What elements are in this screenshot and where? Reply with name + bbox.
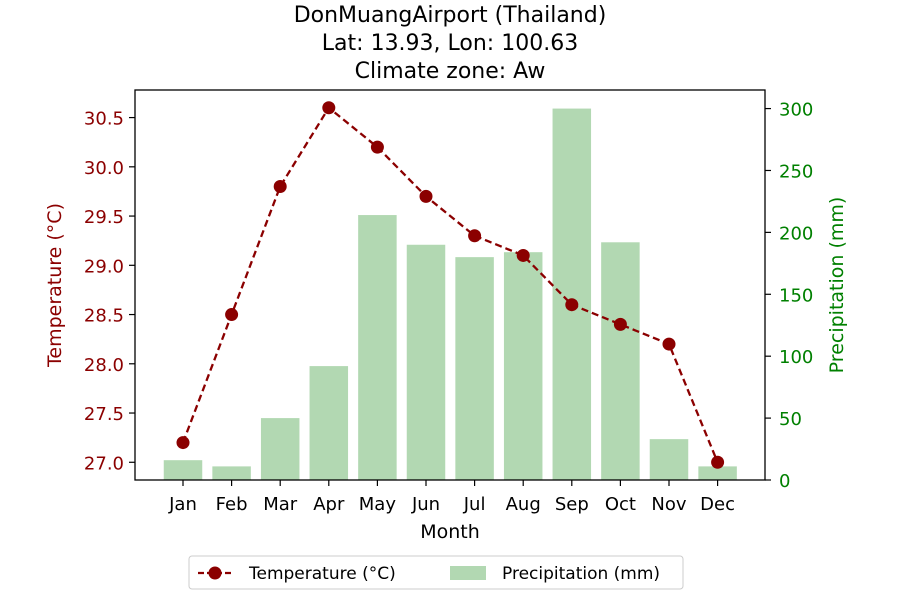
temperature-tick-label: 28.5 bbox=[84, 306, 124, 327]
legend-precipitation-swatch bbox=[450, 566, 486, 580]
temperature-point-oct bbox=[613, 317, 627, 331]
title-line-station: DonMuangAirport (Thailand) bbox=[294, 3, 607, 28]
temperature-tick-label: 27.5 bbox=[84, 404, 124, 425]
legend-temperature-marker bbox=[208, 566, 222, 580]
temperature-point-dec bbox=[711, 455, 725, 469]
month-tick-label: Apr bbox=[313, 494, 345, 515]
month-tick-label: Feb bbox=[216, 494, 248, 515]
temperature-tick-label: 30.0 bbox=[84, 158, 124, 179]
month-tick-label: May bbox=[359, 494, 397, 515]
precipitation-bar-aug bbox=[503, 252, 543, 480]
temperature-tick-label: 29.0 bbox=[84, 256, 124, 277]
precipitation-bar-jul bbox=[455, 257, 494, 480]
temperature-tick-label: 29.5 bbox=[84, 207, 124, 228]
precipitation-bar-may bbox=[358, 215, 397, 481]
temperature-tick-label: 30.5 bbox=[84, 109, 124, 130]
month-axis-ticks: Jan Feb Mar Apr May Jun Jul Aug Sep Oct Nov Dec bbox=[168, 480, 735, 515]
precipitation-bar-mar bbox=[260, 418, 300, 480]
month-tick-label: Nov bbox=[651, 494, 686, 515]
month-tick-label: Jul bbox=[463, 494, 486, 515]
temperature-tick-label: 28.0 bbox=[84, 355, 124, 376]
chart-legend: Temperature (°C) Precipitation (mm) bbox=[188, 555, 684, 590]
chart-title: DonMuangAirport (Thailand) Lat: 13.93, L… bbox=[294, 3, 607, 84]
temperature-axis-ticks: 27.0 27.5 28.0 28.5 29.0 29.5 30.0 30.5 bbox=[84, 109, 135, 474]
temperature-point-may bbox=[370, 140, 384, 154]
legend-temperature-label: Temperature (°C) bbox=[248, 564, 396, 584]
month-tick-label: Jun bbox=[411, 494, 440, 515]
temperature-line bbox=[176, 101, 725, 469]
temperature-point-sep bbox=[565, 298, 579, 312]
precipitation-bar-feb bbox=[212, 466, 251, 480]
month-tick-label: Jan bbox=[168, 494, 197, 515]
precipitation-bars bbox=[163, 108, 737, 481]
title-line-climate-zone: Climate zone: Aw bbox=[355, 59, 546, 84]
precipitation-bar-apr bbox=[309, 366, 349, 480]
precipitation-tick-label: 50 bbox=[779, 409, 802, 430]
precipitation-tick-label: 150 bbox=[779, 285, 813, 306]
precipitation-tick-label: 250 bbox=[779, 161, 813, 182]
precipitation-bar-jun bbox=[406, 244, 446, 480]
title-line-coordinates: Lat: 13.93, Lon: 100.63 bbox=[322, 31, 578, 56]
temperature-point-jul bbox=[468, 229, 482, 243]
precipitation-tick-label: 0 bbox=[779, 471, 790, 492]
temperature-point-jun bbox=[419, 189, 433, 203]
legend-box bbox=[188, 555, 684, 590]
month-tick-label: Sep bbox=[555, 494, 589, 515]
temperature-point-mar bbox=[273, 180, 287, 194]
month-tick-label: Dec bbox=[700, 494, 735, 515]
precipitation-axis-ticks: 0 50 100 150 200 250 300 bbox=[765, 100, 813, 492]
temperature-tick-label: 27.0 bbox=[84, 453, 124, 474]
temperature-point-jan bbox=[176, 436, 190, 450]
precipitation-tick-label: 200 bbox=[779, 223, 813, 244]
precipitation-tick-label: 100 bbox=[779, 347, 813, 368]
precipitation-tick-label: 300 bbox=[779, 100, 813, 121]
month-tick-label: Mar bbox=[263, 494, 298, 515]
temperature-axis-label: Temperature (°C) bbox=[44, 203, 66, 368]
temperature-point-aug bbox=[516, 248, 530, 262]
month-tick-label: Oct bbox=[605, 494, 636, 515]
precipitation-bar-oct bbox=[601, 242, 640, 480]
temperature-point-feb bbox=[225, 308, 239, 322]
month-tick-label: Aug bbox=[506, 494, 541, 515]
precipitation-bar-jan bbox=[163, 460, 203, 480]
temperature-point-apr bbox=[322, 101, 336, 115]
temperature-point-nov bbox=[662, 337, 676, 351]
precipitation-bar-nov bbox=[649, 439, 689, 480]
legend-precipitation-label: Precipitation (mm) bbox=[502, 564, 660, 584]
precipitation-bar-sep bbox=[552, 108, 592, 481]
precipitation-bar-dec bbox=[698, 466, 737, 480]
temperature-series-line bbox=[181, 106, 719, 463]
x-axis-label: Month bbox=[420, 521, 480, 543]
precipitation-axis-label: Precipitation (mm) bbox=[826, 197, 848, 374]
plot-frame bbox=[134, 89, 766, 481]
